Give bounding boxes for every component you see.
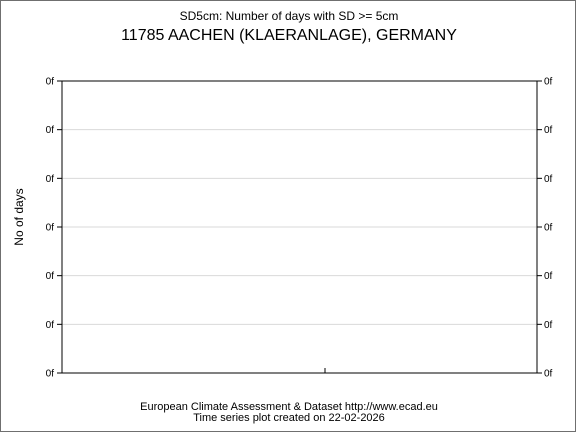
- chart-title: 11785 AACHEN (KLAERANLAGE), GERMANY: [121, 27, 457, 44]
- y-tick-label-left: 0f: [46, 174, 55, 185]
- y-tick-label-left: 0f: [46, 223, 55, 234]
- y-tick-label-right: 0f: [544, 77, 553, 88]
- chart-subtitle: SD5cm: Number of days with SD >= 5cm: [179, 9, 399, 23]
- footer-source: European Climate Assessment & Dataset ht…: [140, 401, 438, 413]
- y-tick-label-right: 0f: [544, 369, 553, 380]
- y-tick-label-right: 0f: [544, 271, 553, 282]
- y-tick-label-right: 0f: [544, 320, 553, 331]
- y-tick-label-left: 0f: [46, 320, 55, 331]
- y-tick-label-right: 0f: [544, 223, 553, 234]
- footer-created: Time series plot created on 22-02-2026: [193, 412, 385, 424]
- y-tick-label-left: 0f: [46, 125, 55, 136]
- y-tick-label-left: 0f: [46, 77, 55, 88]
- y-axis-ticks: 0f 0f 0f 0f 0f 0f 0f 0f 0f 0f 0f 0f 0f 0f: [46, 77, 553, 380]
- y-tick-label-left: 0f: [46, 369, 55, 380]
- y-tick-label-right: 0f: [544, 174, 553, 185]
- y-tick-label-left: 0f: [46, 271, 55, 282]
- gridlines: [62, 129, 537, 325]
- y-tick-label-right: 0f: [544, 125, 553, 136]
